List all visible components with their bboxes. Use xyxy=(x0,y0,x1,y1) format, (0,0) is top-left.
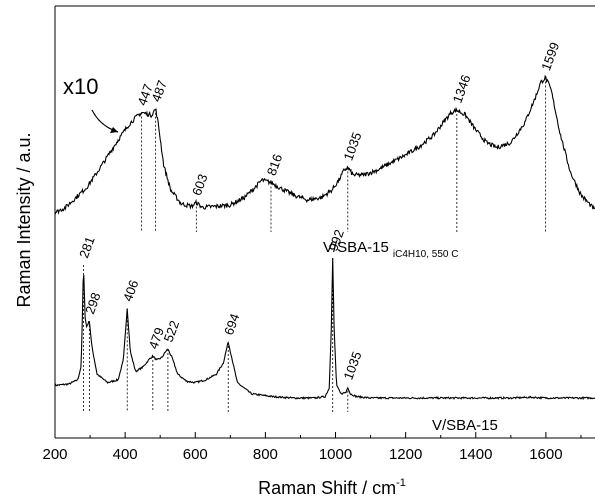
peak-label-1346: 1346 xyxy=(450,73,474,105)
peak-label-479: 479 xyxy=(146,326,168,352)
x-axis-ticks: 200 400 600 800 1000 1200 1400 1600 xyxy=(42,432,582,463)
spectrum-line-series-0 xyxy=(54,258,595,401)
peak-label-603: 603 xyxy=(189,172,211,198)
x-tick-label: 400 xyxy=(113,446,138,463)
peak-label-816: 816 xyxy=(264,152,286,178)
x-tick-label: 600 xyxy=(183,446,208,463)
peak-label-992: 992 xyxy=(325,228,347,254)
peak-label-1599: 1599 xyxy=(538,40,562,72)
peak-label-281: 281 xyxy=(76,235,98,261)
peak-label-1035: 1035 xyxy=(341,350,365,382)
peak-label-694: 694 xyxy=(221,312,243,338)
peak-label-487: 487 xyxy=(148,78,170,104)
peak-label-447: 447 xyxy=(134,82,156,108)
x-tick-label: 1200 xyxy=(389,446,422,463)
peak-guide-lines xyxy=(83,77,546,412)
x-tick-label: 800 xyxy=(253,446,278,463)
multiplier-label: x10 xyxy=(63,74,98,99)
multiplier-annotation: x10 xyxy=(63,74,119,133)
series-label-fresh: V/SBA-15 xyxy=(432,417,498,434)
x-tick-label: 1000 xyxy=(319,446,352,463)
peak-label-406: 406 xyxy=(120,278,142,304)
x-tick-label: 1400 xyxy=(459,446,492,463)
peak-label-298: 298 xyxy=(82,291,104,317)
spectrum-curves xyxy=(54,74,595,401)
multiplier-arrowhead xyxy=(110,127,118,133)
peak-label-1035: 1035 xyxy=(341,130,365,162)
peak-label-522: 522 xyxy=(161,319,183,345)
spectrum-line-series-1 xyxy=(54,74,595,215)
x-axis-title: Raman Shift / cm-1 xyxy=(258,477,406,498)
series-label-treated: V/SBA-15 iC4H10, 550 C xyxy=(323,239,458,260)
x-tick-label: 1600 xyxy=(529,446,562,463)
plot-frame xyxy=(54,5,595,439)
x-tick-label: 200 xyxy=(42,446,67,463)
y-axis-title: Raman Intensity / a.u. xyxy=(14,132,34,307)
